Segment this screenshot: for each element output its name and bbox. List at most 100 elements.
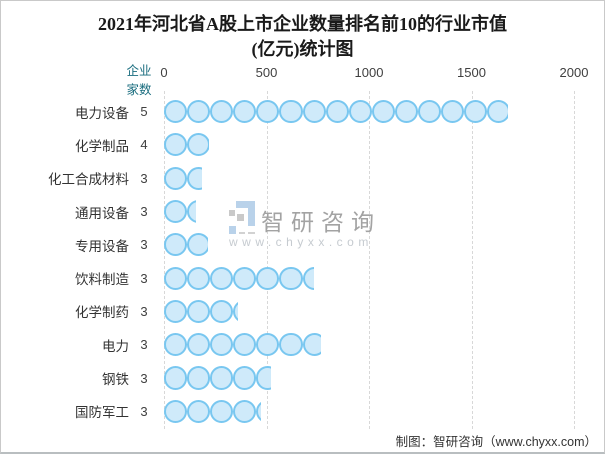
chart-title-line2: (亿元)统计图 <box>251 39 354 59</box>
circle-segment-icon <box>164 299 188 323</box>
circle-segment-icon <box>164 100 188 124</box>
chart-title: 2021年河北省A股上市企业数量排名前10的行业市值 (亿元)统计图 <box>1 12 604 62</box>
x-axis-tick-label: 500 <box>255 65 278 80</box>
enterprise-count: 3 <box>140 303 148 319</box>
chart-row: 化学制品 4 <box>1 128 604 161</box>
circle-segment-icon <box>210 366 234 390</box>
circle-segment-icon <box>348 100 372 124</box>
circle-segment-icon <box>187 333 211 357</box>
circle-segment-icon <box>256 366 271 390</box>
watermark-brand-text: 智研咨询 <box>261 209 381 235</box>
circle-segment-icon <box>302 100 326 124</box>
zhiyan-logo-icon <box>229 201 255 234</box>
chart-row: 化工合成材料 3 <box>1 162 604 195</box>
chart-row: 化学制药 3 <box>1 295 604 328</box>
circle-segment-icon <box>394 100 419 124</box>
value-bar <box>164 366 271 390</box>
category-label: 化学制药 <box>75 305 129 321</box>
circle-segment-icon <box>187 233 209 257</box>
value-bar <box>164 399 262 423</box>
circle-segment-icon <box>279 333 303 357</box>
chart-row: 饮料制造 3 <box>1 262 604 295</box>
circle-segment-icon <box>233 366 257 390</box>
circle-segment-icon <box>210 299 234 323</box>
circle-segment-icon <box>187 366 211 390</box>
circle-segment-icon <box>464 100 488 124</box>
circle-segment-icon <box>371 100 395 124</box>
value-bar <box>164 133 210 157</box>
circle-segment-icon <box>164 399 188 423</box>
gridline <box>266 91 268 429</box>
chart-row: 通用设备 3 <box>1 195 604 228</box>
circle-segment-icon <box>210 266 234 290</box>
circle-segment-icon <box>164 133 188 157</box>
x-axis-tick-label: 2000 <box>559 65 589 80</box>
x-axis-tick-label: 0 <box>160 65 168 80</box>
circle-segment-icon <box>164 166 188 190</box>
circle-segment-icon <box>164 333 188 357</box>
gridline <box>574 91 575 429</box>
circle-segment-icon <box>233 266 257 290</box>
circle-segment-icon <box>210 100 234 124</box>
unit-header-label: 企业家数 <box>126 64 152 97</box>
value-bar <box>164 100 509 124</box>
circle-segment-icon <box>187 100 211 124</box>
chart-title-line1: 2021年河北省A股上市企业数量排名前10的行业市值 <box>98 14 507 34</box>
value-bar <box>164 299 238 323</box>
value-bar <box>164 233 209 257</box>
circle-segment-icon <box>164 266 188 290</box>
category-label: 通用设备 <box>75 205 129 221</box>
value-bar <box>164 166 202 190</box>
chart-row: 电力 3 <box>1 328 604 361</box>
circle-segment-icon <box>187 266 211 290</box>
value-bar <box>164 199 196 224</box>
circle-segment-icon <box>233 333 257 357</box>
circle-segment-icon <box>187 199 196 224</box>
circle-segment-icon <box>256 399 262 423</box>
circle-segment-icon <box>187 399 211 423</box>
category-label: 钢铁 <box>102 372 129 388</box>
circle-segment-icon <box>256 266 280 290</box>
gridline <box>471 91 473 429</box>
circle-segment-icon <box>279 266 303 290</box>
circle-segment-icon <box>210 399 234 423</box>
chart-row: 国防军工 3 <box>1 395 604 428</box>
chart-row: 钢铁 3 <box>1 361 604 394</box>
chart-row: 专用设备 3 <box>1 228 604 261</box>
enterprise-count: 4 <box>140 137 148 153</box>
enterprise-count: 3 <box>140 170 148 186</box>
circle-segment-icon <box>210 333 234 357</box>
enterprise-count: 3 <box>140 370 148 386</box>
circle-segment-icon <box>256 100 280 124</box>
category-label: 饮料制造 <box>75 272 129 288</box>
value-bar <box>164 266 314 290</box>
circle-segment-icon <box>256 333 280 357</box>
circle-segment-icon <box>187 166 202 190</box>
circle-segment-icon <box>164 366 188 390</box>
credit-footer: 制图：智研咨询（www.chyxx.com） <box>395 435 597 449</box>
value-bar <box>164 333 321 357</box>
category-label: 化学制品 <box>75 138 129 154</box>
enterprise-count: 3 <box>140 237 148 253</box>
watermark-url-text: www.chyxx.com <box>229 235 373 249</box>
category-label: 电力 <box>102 338 129 354</box>
circle-segment-icon <box>233 399 257 423</box>
category-label: 化工合成材料 <box>48 172 129 188</box>
circle-segment-icon <box>187 133 210 157</box>
circle-segment-icon <box>279 100 303 124</box>
enterprise-count: 3 <box>140 403 148 419</box>
circle-segment-icon <box>441 100 465 124</box>
circle-segment-icon <box>302 333 321 357</box>
circle-segment-icon <box>233 100 257 124</box>
chart-row: 电力设备 5 <box>1 95 604 128</box>
category-label: 国防军工 <box>75 405 129 421</box>
circle-segment-icon <box>164 199 188 224</box>
circle-segment-icon <box>487 100 509 124</box>
circle-segment-icon <box>187 299 211 323</box>
x-axis-tick-label: 1000 <box>354 65 384 80</box>
circle-segment-icon <box>233 299 238 323</box>
enterprise-count: 3 <box>140 337 148 353</box>
circle-segment-icon <box>302 266 314 290</box>
circle-segment-icon <box>164 233 188 257</box>
